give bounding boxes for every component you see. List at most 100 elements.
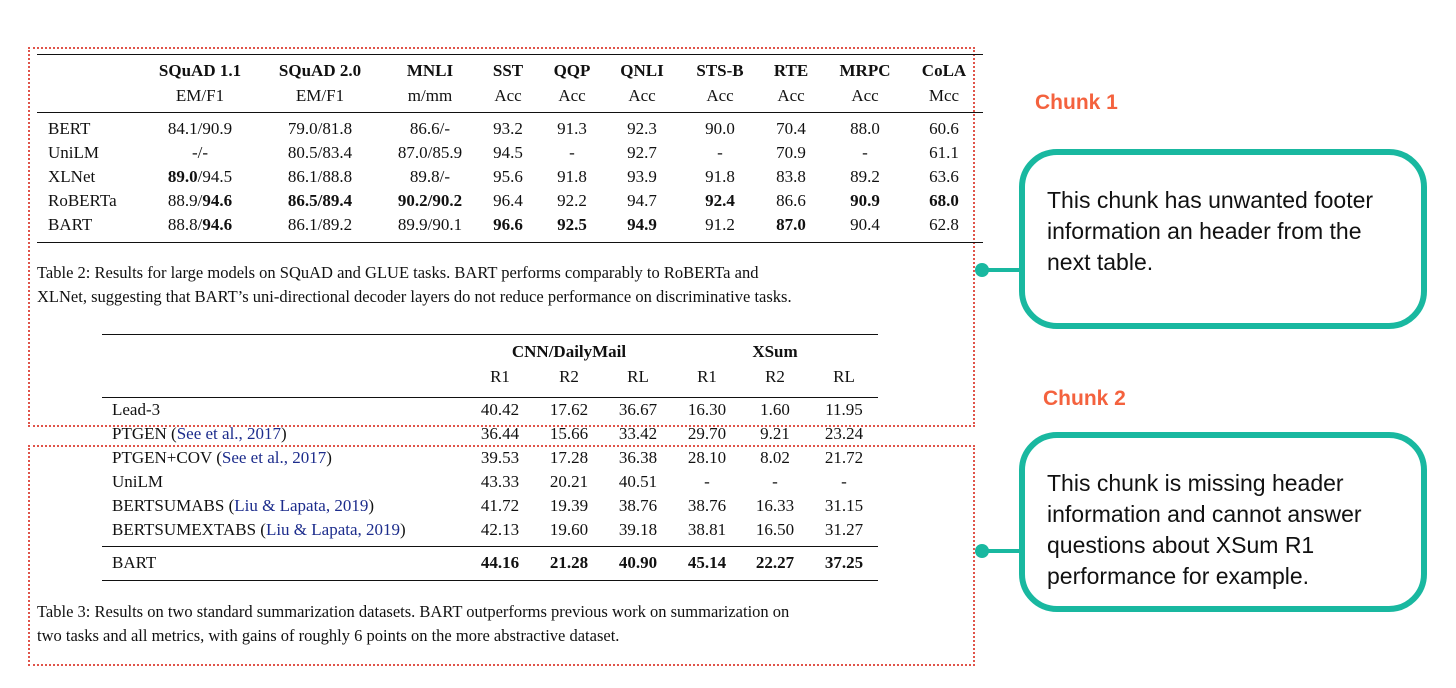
table2-cell: 89.0/94.5	[168, 167, 232, 187]
table2-cell: 93.2	[493, 119, 523, 138]
table3-bart-label: BART	[112, 553, 157, 572]
table3-cell: 39.53	[480, 448, 520, 467]
table3-citation-paren: )	[326, 448, 332, 467]
table2-cell: 92.2	[557, 191, 587, 210]
table2-column-header: STS-B	[696, 61, 744, 80]
table3-citation-link[interactable]: See et al., 2017	[221, 448, 327, 467]
chunk1-callout-text: This chunk has unwanted footer informati…	[1047, 187, 1374, 275]
table2-cell: 86.6	[776, 191, 806, 210]
table2-cell: 83.8	[776, 167, 806, 186]
chunk1-outline	[28, 47, 975, 427]
table3-cell: 43.33	[480, 472, 520, 491]
table3-cell: -	[772, 472, 778, 491]
table2-cell: 92.7	[627, 143, 657, 162]
chunk2-title: Chunk 2	[1043, 387, 1126, 410]
table2-cell: 94.5	[493, 143, 523, 162]
chunk1-title: Chunk 1	[1035, 91, 1118, 114]
table2-cell: 68.0	[929, 191, 959, 210]
table3-bart-cell: 22.27	[755, 553, 795, 572]
table3-cell: 15.66	[549, 424, 589, 443]
table2-cell-part: 88.9/	[167, 191, 203, 210]
table3-row-label: BERTSUMABS (Liu & Lapata, 2019)	[112, 496, 374, 516]
table2-caption-line: XLNet, suggesting that BART’s uni-direct…	[37, 287, 792, 306]
table2-row-label: XLNet	[48, 167, 96, 186]
table3-cell: 36.38	[618, 448, 658, 467]
table3-cell: 31.27	[824, 520, 864, 539]
table2-header-rule	[37, 112, 983, 113]
table3-caption-line: Table 3: Results on two standard summari…	[37, 602, 790, 621]
table2-column-header: CoLA	[921, 61, 967, 80]
table3-cell: 19.39	[549, 496, 589, 515]
table3-citation-link[interactable]: Liu & Lapata, 2019	[265, 520, 401, 539]
table2-cell: 96.4	[493, 191, 523, 210]
table2-cell: -	[569, 143, 575, 162]
table3-top-rule	[102, 334, 878, 335]
table2-bottom-rule	[37, 242, 983, 243]
table3-cell: 16.33	[755, 496, 795, 515]
table2-top-rule	[37, 54, 983, 55]
table3-cell: 17.28	[549, 448, 589, 467]
table3-subcolumn-header: RL	[833, 367, 855, 386]
table3-cell: 11.95	[825, 400, 863, 419]
table3-citation-link[interactable]: Liu & Lapata, 2019	[234, 496, 369, 515]
table2-column-metric: Acc	[777, 86, 805, 105]
table3-citation-link[interactable]: See et al., 2017	[176, 424, 282, 443]
table2-cell: 91.3	[557, 119, 587, 138]
table2-column-metric: EM/F1	[295, 86, 345, 105]
table3-model-name: UniLM	[112, 472, 163, 491]
table2-cell: -	[717, 143, 723, 162]
chunk2-callout: This chunk is missing header information…	[1019, 432, 1427, 612]
table3-cell: 31.15	[824, 496, 864, 515]
table3-bart-cell: 21.28	[549, 553, 589, 572]
table2-column-metric: Acc	[851, 86, 879, 105]
table3-bottom-rule	[102, 580, 878, 581]
table2-cell: 86.1/89.2	[287, 215, 353, 234]
table3-cell: 38.81	[687, 520, 727, 539]
table3-cell: 33.42	[618, 424, 658, 443]
table2-row-label: BART	[48, 215, 93, 234]
table2-cell: 94.9	[627, 215, 657, 234]
table3-subcolumn-header: R1	[697, 367, 717, 386]
table2-cell: 86.6/-	[409, 119, 451, 138]
table3-cell: 21.72	[824, 448, 864, 467]
table2-cell: -	[862, 143, 868, 162]
table2-cell: 63.6	[929, 167, 959, 186]
table3-group-header: CNN/DailyMail	[511, 342, 627, 361]
table3-caption-line: two tasks and all metrics, with gains of…	[37, 626, 620, 645]
table2-column-metric: Acc	[706, 86, 734, 105]
table2-column-metric: Acc	[494, 86, 522, 105]
table3-cell: 38.76	[618, 496, 658, 515]
table2-column-header: QNLI	[620, 61, 664, 80]
table2-column-metric: EM/F1	[175, 86, 225, 105]
table2-caption: Table 2: Results for large models on SQu…	[37, 261, 792, 309]
table3-model-name: BERTSUMEXTABS (	[112, 520, 266, 539]
chunk1-connector-line	[982, 268, 1024, 272]
table3-cell: 19.60	[549, 520, 589, 539]
table3-cell: 36.44	[480, 424, 520, 443]
table2-column-metric: m/mm	[407, 86, 453, 105]
table2-cell: 89.9/90.1	[397, 215, 463, 234]
table3-citation-paren: )	[281, 424, 287, 443]
chunk2-outline	[28, 445, 975, 666]
table3-cell: 17.62	[549, 400, 589, 419]
table3-row-label: PTGEN (See et al., 2017)	[112, 424, 287, 444]
table3-cell: 41.72	[480, 496, 520, 515]
table3-cell: 29.70	[687, 424, 727, 443]
table2-cell-part: 88.8/	[167, 215, 203, 234]
table3-caption: Table 3: Results on two standard summari…	[37, 600, 789, 648]
table3-subcolumn-header: R2	[765, 367, 785, 386]
table3-row-label: BERTSUMEXTABS (Liu & Lapata, 2019)	[112, 520, 406, 540]
table2-column-header: SST	[492, 61, 524, 80]
table2-cell: 92.3	[627, 119, 657, 138]
table3-cell: 40.42	[480, 400, 520, 419]
table2-row-label: UniLM	[48, 143, 99, 162]
table3-model-name: PTGEN+COV (	[112, 448, 222, 467]
table2-cell: 92.5	[557, 215, 587, 234]
table3-model-name: Lead-3	[112, 400, 161, 419]
table3-citation-paren: )	[368, 496, 375, 515]
table3-row-label: UniLM	[112, 472, 163, 492]
chunk1-callout: This chunk has unwanted footer informati…	[1019, 149, 1427, 329]
table3-cell: 38.76	[687, 496, 727, 515]
table3-cell: 39.18	[618, 520, 658, 539]
table3-subcolumn-header: RL	[627, 367, 649, 386]
